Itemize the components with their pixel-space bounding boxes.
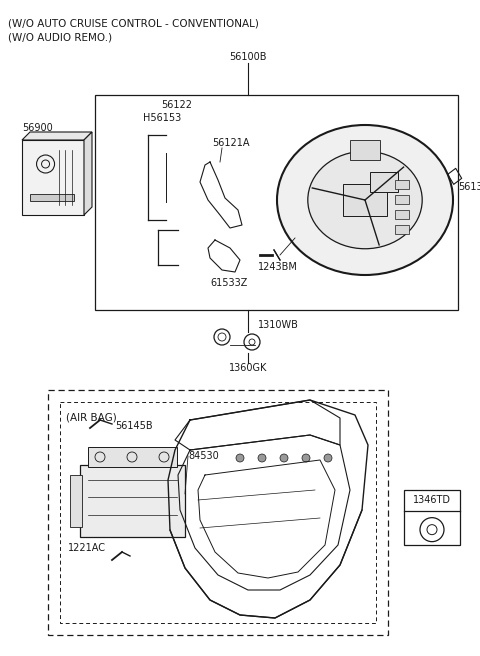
Text: 1346TD: 1346TD bbox=[413, 495, 451, 506]
Text: 1221AC: 1221AC bbox=[68, 543, 106, 553]
Text: 56100B: 56100B bbox=[229, 52, 267, 62]
Bar bbox=[343, 184, 387, 216]
Bar bbox=[88, 447, 177, 467]
Bar bbox=[404, 490, 460, 545]
Text: 61533Z: 61533Z bbox=[210, 278, 247, 288]
Bar bbox=[370, 172, 398, 192]
Bar bbox=[395, 195, 409, 204]
Bar bbox=[48, 390, 388, 635]
Text: 1243BM: 1243BM bbox=[258, 262, 298, 272]
Bar bbox=[30, 194, 74, 201]
Text: (AIR BAG): (AIR BAG) bbox=[66, 412, 117, 422]
Circle shape bbox=[280, 454, 288, 462]
Text: 56900: 56900 bbox=[22, 123, 53, 133]
Text: 1360GK: 1360GK bbox=[229, 363, 267, 373]
Bar bbox=[70, 475, 82, 527]
Bar bbox=[395, 210, 409, 219]
Circle shape bbox=[302, 454, 310, 462]
Text: H56153: H56153 bbox=[143, 113, 181, 123]
Text: (W/O AUTO CRUISE CONTROL - CONVENTIONAL): (W/O AUTO CRUISE CONTROL - CONVENTIONAL) bbox=[8, 18, 259, 28]
Text: 1310WB: 1310WB bbox=[258, 320, 299, 330]
Circle shape bbox=[236, 454, 244, 462]
Bar bbox=[95, 95, 458, 310]
Text: 84530: 84530 bbox=[188, 451, 219, 461]
Text: 56122: 56122 bbox=[161, 100, 192, 110]
Bar bbox=[22, 140, 84, 215]
Ellipse shape bbox=[308, 152, 422, 249]
Bar bbox=[350, 140, 380, 160]
Text: 56145B: 56145B bbox=[115, 421, 153, 431]
Text: 56121A: 56121A bbox=[212, 138, 250, 148]
Bar bbox=[60, 402, 376, 623]
Bar bbox=[395, 180, 409, 189]
Text: 56134A: 56134A bbox=[458, 182, 480, 192]
Bar bbox=[80, 465, 185, 537]
Circle shape bbox=[324, 454, 332, 462]
Ellipse shape bbox=[277, 125, 453, 275]
Bar bbox=[395, 225, 409, 234]
Polygon shape bbox=[22, 132, 92, 140]
Text: (W/O AUDIO REMO.): (W/O AUDIO REMO.) bbox=[8, 32, 112, 42]
Polygon shape bbox=[84, 132, 92, 215]
Circle shape bbox=[258, 454, 266, 462]
